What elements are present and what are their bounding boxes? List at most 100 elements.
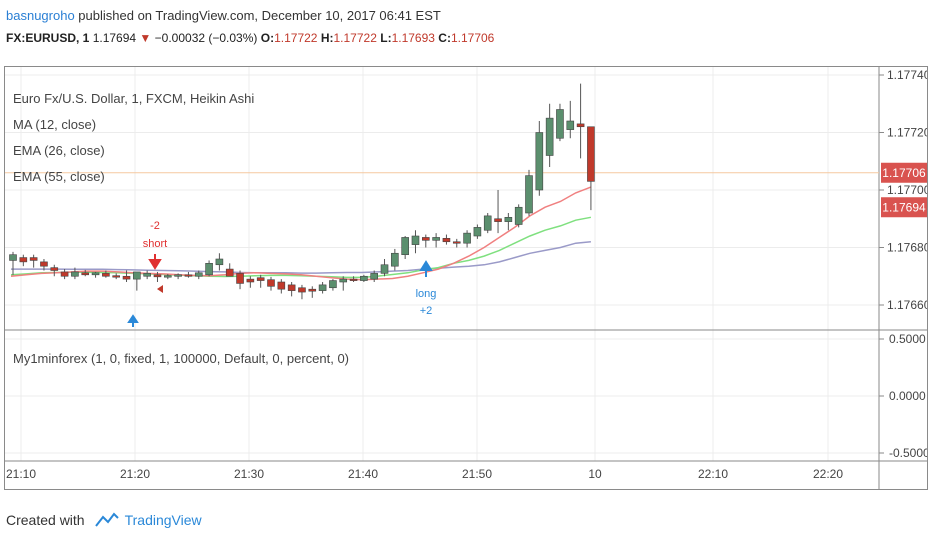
candle-body <box>60 271 69 277</box>
candle-body <box>545 117 554 156</box>
candle-body <box>380 264 389 274</box>
candle-body <box>483 215 492 231</box>
short-signal-label: short <box>143 238 167 250</box>
bullish-candle <box>360 274 368 282</box>
chart-title: Euro Fx/U.S. Dollar, 1, FXCM, Heikin Ash… <box>13 91 254 106</box>
bullish-candle <box>391 248 399 271</box>
price-tag-bg <box>881 197 927 218</box>
close-value: 1.17706 <box>450 31 495 45</box>
candle-body <box>153 274 162 278</box>
candle-body <box>102 273 110 277</box>
candle-body <box>246 278 255 283</box>
ma-line <box>10 186 592 281</box>
time-tick-label: 22:10 <box>698 467 728 481</box>
bullish-candle <box>205 260 213 277</box>
bullish-candle <box>380 259 389 277</box>
candle-body <box>143 273 151 277</box>
ema26-line <box>10 216 592 279</box>
bullish-candle <box>194 270 203 280</box>
chart-svg[interactable]: 1.17740 1.17720 1.17700 1.17680 1.17660 0.50… <box>5 67 931 489</box>
time-axis[interactable]: 21:10 21:20 21:30 21:40 21:50 10 22:10 22:20 <box>6 467 843 481</box>
candle-body <box>194 272 203 277</box>
time-tick-label: 10 <box>588 467 602 481</box>
short-signal-number: -2 <box>150 220 160 232</box>
candle-body <box>298 287 306 293</box>
time-tick-label: 21:30 <box>234 467 264 481</box>
indicator-tick-label: 0.5000 <box>889 332 926 346</box>
bullish-candle <box>483 213 492 234</box>
bearish-candle <box>153 271 162 282</box>
price-tick-label: 1.17720 <box>887 126 927 140</box>
bearish-candle <box>60 269 69 280</box>
candle-body <box>535 132 544 191</box>
legend-ema26[interactable]: EMA (26, close) <box>13 143 105 158</box>
bearish-candle <box>50 264 59 277</box>
bullish-candle <box>339 276 348 291</box>
bearish-candle <box>267 276 275 291</box>
high-label: H: <box>320 31 334 45</box>
candle-body <box>504 217 513 222</box>
symbol-label: FX:EURUSD, 1 <box>6 31 90 45</box>
bullish-candle <box>215 253 224 271</box>
price-tags: 1.17706 1.17694 <box>881 162 927 218</box>
time-tick-label: 21:50 <box>462 467 492 481</box>
candle-body <box>494 218 502 222</box>
candle-body <box>164 275 172 278</box>
bullish-candle <box>9 251 17 275</box>
price-tag-text: 1.17706 <box>882 166 926 180</box>
candle-body <box>277 281 286 290</box>
short-marker-icon <box>157 285 163 293</box>
bearish-candle <box>308 286 317 298</box>
bullish-candle <box>91 271 100 278</box>
bullish-candle <box>401 236 409 259</box>
candle-body <box>514 206 523 225</box>
indicator-tick-label: 0.0000 <box>889 389 926 403</box>
bullish-candle <box>174 273 182 280</box>
tradingview-brand[interactable]: TradingView <box>124 512 202 528</box>
time-tick-label: 22:20 <box>813 467 843 481</box>
close-label: C: <box>438 31 451 45</box>
bearish-candle <box>587 126 595 211</box>
legend-ema55[interactable]: EMA (55, close) <box>13 169 105 184</box>
tradingview-logo-icon <box>94 512 119 527</box>
price-axis[interactable]: 1.17740 1.17720 1.17700 1.17680 1.17660 <box>879 68 931 312</box>
time-tick-label: 21:40 <box>348 467 378 481</box>
candle-body <box>287 284 296 291</box>
chart-container[interactable]: 1.17740 1.17720 1.17700 1.17680 1.17660 0.50… <box>4 66 931 490</box>
price-tick-label: 1.17680 <box>887 241 927 255</box>
indicator-axis[interactable]: 0.5000 0.0000 -0.5000 <box>879 332 930 460</box>
published-text: published on TradingView.com, December 1… <box>78 8 441 23</box>
indicator-tick-label: -0.5000 <box>889 446 927 460</box>
change-value: −0.00032 (−0.03%) <box>154 31 258 45</box>
price-tag-bg <box>881 162 927 183</box>
bullish-candle <box>143 270 151 280</box>
publisher-line: basnugroho published on TradingView.com,… <box>6 8 441 23</box>
bearish-candle <box>287 282 296 297</box>
trade-signals <box>127 254 433 327</box>
candle-body <box>318 284 327 291</box>
bearish-candle <box>576 83 585 159</box>
indicator-legend[interactable]: My1minforex (1, 0, fixed, 1, 100000, Def… <box>13 351 349 366</box>
candle-body <box>463 232 471 244</box>
low-value: 1.17693 <box>391 31 435 45</box>
low-label: L: <box>380 31 392 45</box>
candle-body <box>81 272 90 276</box>
candle-body <box>256 277 265 281</box>
legend-ma[interactable]: MA (12, close) <box>13 117 96 132</box>
bearish-candle <box>494 190 502 234</box>
candle-body <box>122 275 131 280</box>
symbol-quote-line: FX:EURUSD, 1 1.17694 ▼ −0.00032 (−0.03%)… <box>6 31 494 45</box>
bearish-candle <box>349 276 358 282</box>
candle-body <box>112 275 120 278</box>
author-link[interactable]: basnugroho <box>6 8 75 23</box>
bearish-candle <box>421 234 430 248</box>
candle-body <box>215 258 224 266</box>
price-tag-lower: 1.17694 <box>881 197 927 218</box>
bearish-candle <box>442 234 451 245</box>
candle-body <box>50 267 59 271</box>
candle-body <box>40 261 48 267</box>
bearish-candle <box>256 274 265 288</box>
bullish-candle <box>411 230 420 254</box>
open-label: O: <box>260 31 275 45</box>
candle-body <box>9 254 17 261</box>
